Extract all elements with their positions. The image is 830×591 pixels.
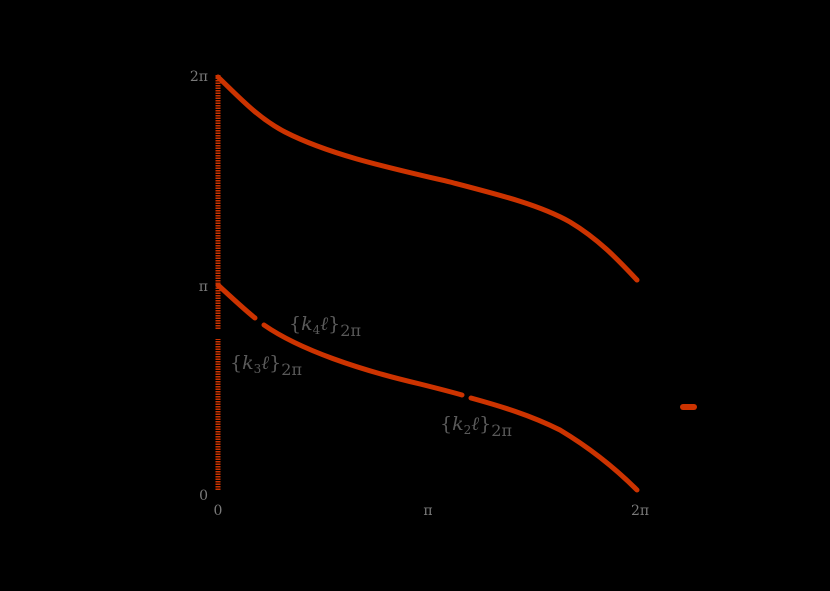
y-tick-0: 0 <box>199 488 208 504</box>
y-tick-pi: π <box>199 279 208 295</box>
x-tick-0: 0 <box>214 503 223 519</box>
label-k4: {k4ℓ}2π <box>289 313 361 340</box>
label-k3: {k3ℓ}2π <box>230 352 302 379</box>
upper-curve <box>215 74 640 283</box>
lower-curve-seg-3 <box>468 395 640 493</box>
legend-swatch <box>680 404 697 410</box>
x-tick-2pi: 2π <box>631 503 649 519</box>
lower-curve-seg-2 <box>261 322 465 398</box>
lower-curve-seg-1 <box>215 282 258 321</box>
label-k2: {k2ℓ}2π <box>440 413 512 440</box>
x-tick-pi: π <box>423 503 432 519</box>
y-tick-2pi: 2π <box>190 69 208 85</box>
